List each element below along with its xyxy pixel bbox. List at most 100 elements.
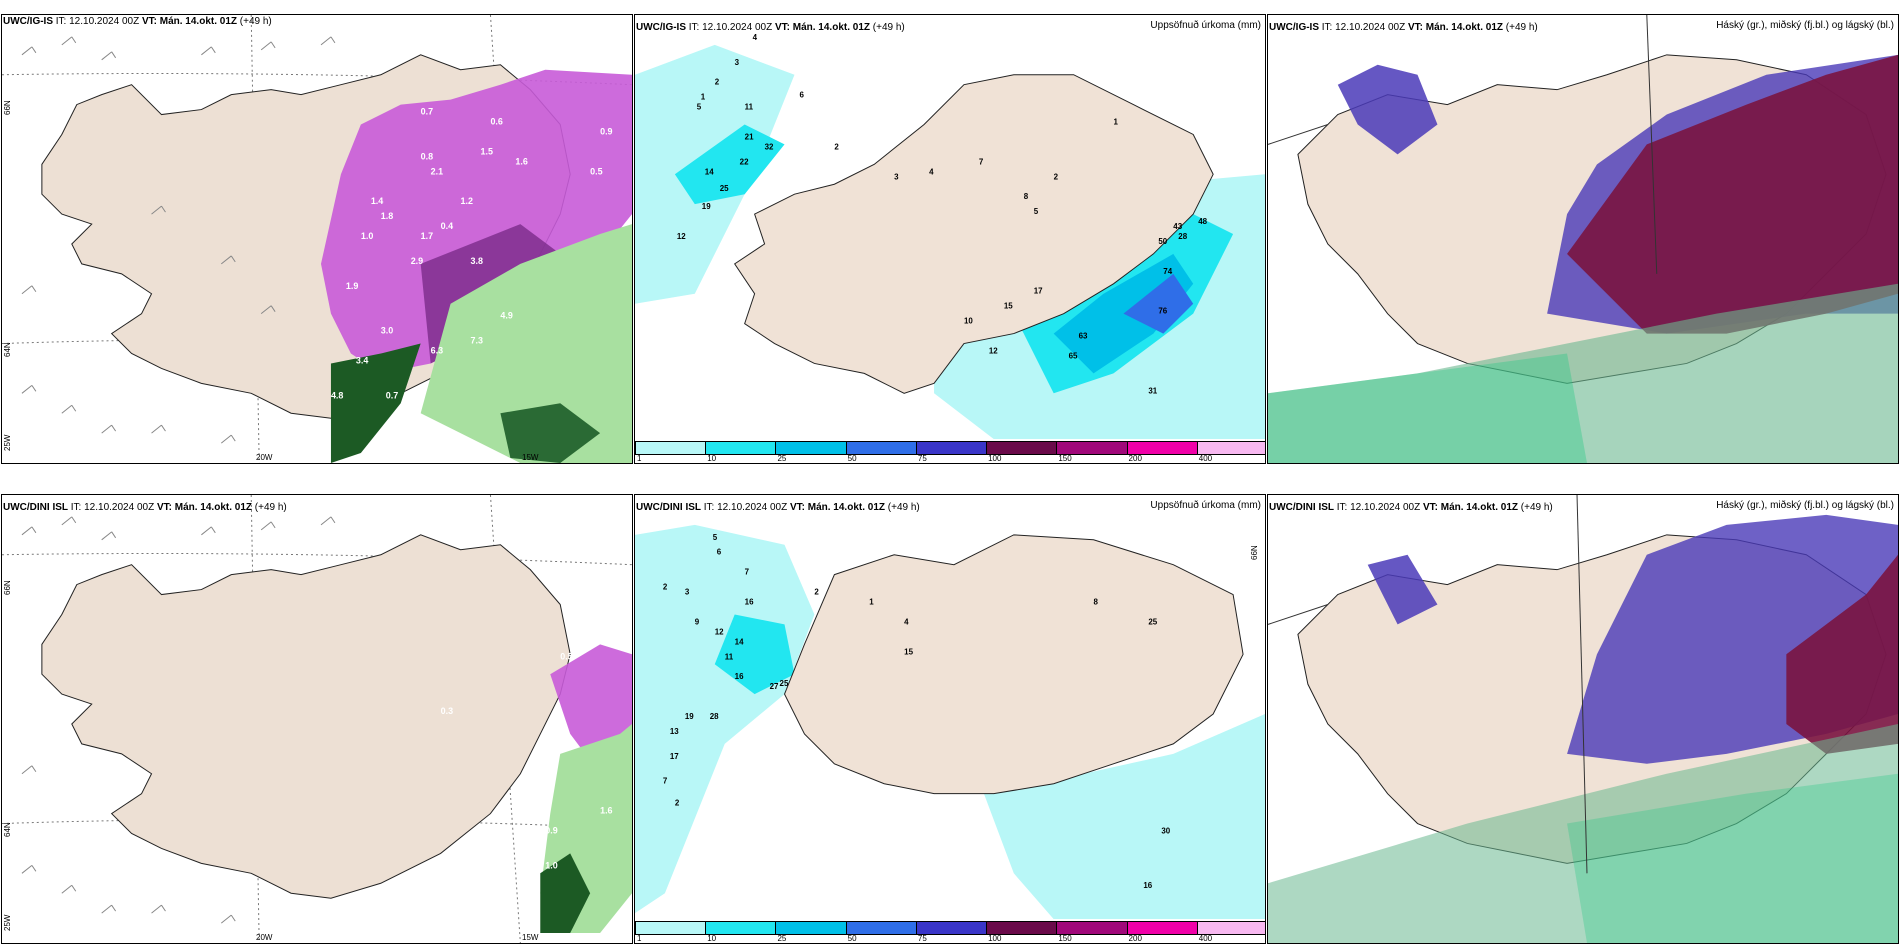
map-value-label: 16 [1143, 881, 1152, 890]
variable-label: Uppsöfnuð úrkoma (mm) [1150, 20, 1261, 31]
snow-wind-map: 0.6 0.7 0.8 1.5 1.6 2.1 1.4 1.8 1.2 0.4 1.0 1.7 2.9 3… [2, 15, 632, 463]
panel-title: UWC/IG-IS IT: 12.10.2024 00Z VT: Mán. 14… [1269, 22, 1538, 33]
colorbar-swatch [1056, 441, 1128, 455]
map-value-label: 3 [894, 172, 899, 181]
map-value-label: 2 [814, 588, 819, 597]
cloud-map [1268, 15, 1898, 463]
colorbar-swatch [775, 441, 847, 455]
panel-title: UWC/DINI ISL IT: 12.10.2024 00Z VT: Mán.… [636, 502, 920, 513]
map-value-label: 16 [735, 672, 744, 681]
colorbar-swatch [845, 921, 917, 935]
colorbar-tick-label: 150 [1058, 934, 1072, 943]
map-value-label: 1 [1113, 118, 1118, 127]
colorbar-swatch [635, 921, 707, 935]
map-value-label: 1.4 [371, 196, 383, 206]
map-value-label: 17 [1034, 287, 1043, 296]
panel-title: UWC/DINI ISL IT: 12.10.2024 00Z VT: Mán.… [3, 502, 287, 513]
lon-label-25w: 25W [3, 914, 12, 931]
snow-values: 0.6 0.7 0.8 1.5 1.6 2.1 1.4 1.8 1.2 0.4 1.0 1.7 2.9 3… [331, 107, 613, 401]
map-value-label: 7 [979, 157, 984, 166]
map-value-label: 50 [1158, 237, 1167, 246]
colorbar-swatch [775, 921, 847, 935]
lat-label-64n: 64N [3, 342, 12, 357]
map-value-label: 1.0 [545, 860, 557, 870]
map-value-label: 17 [670, 752, 679, 761]
map-value-label: 7 [745, 568, 750, 577]
map-value-label: 48 [1198, 217, 1207, 226]
map-value-label: 1.0 [361, 231, 373, 241]
map-value-label: 8 [1094, 598, 1099, 607]
map-value-label: 1 [869, 598, 874, 607]
colorbar-tick-label: 400 [1198, 454, 1213, 463]
colorbar-tick-label: 100 [988, 454, 1002, 463]
colorbar-swatch [986, 921, 1058, 935]
map-value-label: 1.5 [480, 146, 492, 156]
colorbar-swatch [1196, 441, 1265, 455]
colorbar-swatch [1196, 921, 1265, 935]
map-value-label: 1 [701, 93, 706, 102]
panel-title: UWC/IG-IS IT: 12.10.2024 00Z VT: Mán. 14… [3, 16, 272, 27]
map-value-label: 5 [1034, 207, 1039, 216]
map-value-label: 1.2 [461, 196, 473, 206]
map-value-label: 0.6 [490, 117, 502, 127]
lon-label-20w: 20W [256, 453, 273, 462]
colorbar-swatch [635, 441, 707, 455]
colorbar-swatch [705, 921, 777, 935]
map-value-label: 2.1 [431, 166, 443, 176]
map-value-label: 7.3 [471, 336, 483, 346]
map-value-label: 1.8 [381, 211, 393, 221]
map-value-label: 4.8 [331, 390, 343, 400]
lon-label-15w: 15W [522, 453, 539, 462]
map-value-label: 0.9 [545, 825, 557, 835]
map-value-label: 0.5 [590, 166, 602, 176]
colorbar-swatch [915, 441, 988, 455]
colorbar-tick-label: 100 [988, 934, 1002, 943]
map-value-label: 3.4 [356, 355, 368, 365]
map-value-label: 7 [663, 777, 668, 786]
map-value-label: 13 [670, 727, 679, 736]
map-value-label: 28 [710, 712, 719, 721]
map-value-label: 19 [702, 202, 711, 211]
map-value-label: 3 [685, 588, 690, 597]
map-value-label: 63 [1079, 332, 1088, 341]
map-value-label: 32 [765, 142, 774, 151]
map-panel-snow-top: 0.6 0.7 0.8 1.5 1.6 2.1 1.4 1.8 1.2 0.4 1.0 1.7 2.9 3… [1, 14, 633, 464]
map-value-label: 27 [770, 682, 779, 691]
map-value-label: 76 [1158, 307, 1167, 316]
map-value-label: 1.6 [600, 806, 612, 816]
map-value-label: 9 [695, 617, 700, 626]
colorbar-swatch [1126, 441, 1198, 455]
map-value-label: 30 [1161, 826, 1170, 835]
colorbar-tick-label: 400 [1198, 934, 1213, 943]
map-value-label: 4 [753, 33, 758, 42]
colorbar-tick-label: 1 [637, 454, 642, 463]
map-value-label: 2 [1054, 172, 1059, 181]
map-value-label: 2 [675, 799, 680, 808]
colorbar-tick-label: 25 [777, 934, 787, 943]
lon-label-20w: 20W [256, 933, 273, 942]
map-value-label: 5 [713, 533, 718, 542]
map-value-label: 12 [677, 232, 686, 241]
map-value-label: 2 [834, 142, 839, 151]
wind-barbs [21, 36, 336, 444]
lon-label-25w: 25W [3, 434, 12, 451]
map-value-label: 0.8 [421, 151, 433, 161]
map-value-label: 0.7 [386, 390, 398, 400]
map-value-label: 25 [720, 184, 729, 193]
variable-label: Háský (gr.), miðský (fj.bl.) og lágský (… [1716, 500, 1894, 511]
colorbar-swatch [986, 441, 1058, 455]
map-value-label: 3.0 [381, 326, 393, 336]
map-value-label: 28 [1178, 232, 1187, 241]
map-value-label: 14 [735, 637, 744, 646]
snow-wind-map: 0.5 0.9 1.0 1.6 0.3 [2, 495, 632, 943]
colorbar-tick-label: 50 [847, 934, 857, 943]
map-value-label: 2 [663, 583, 668, 592]
map-value-label: 4 [904, 617, 909, 626]
map-value-label: 4 [929, 167, 934, 176]
map-value-label: 19 [685, 712, 694, 721]
colorbar-swatch [845, 441, 917, 455]
